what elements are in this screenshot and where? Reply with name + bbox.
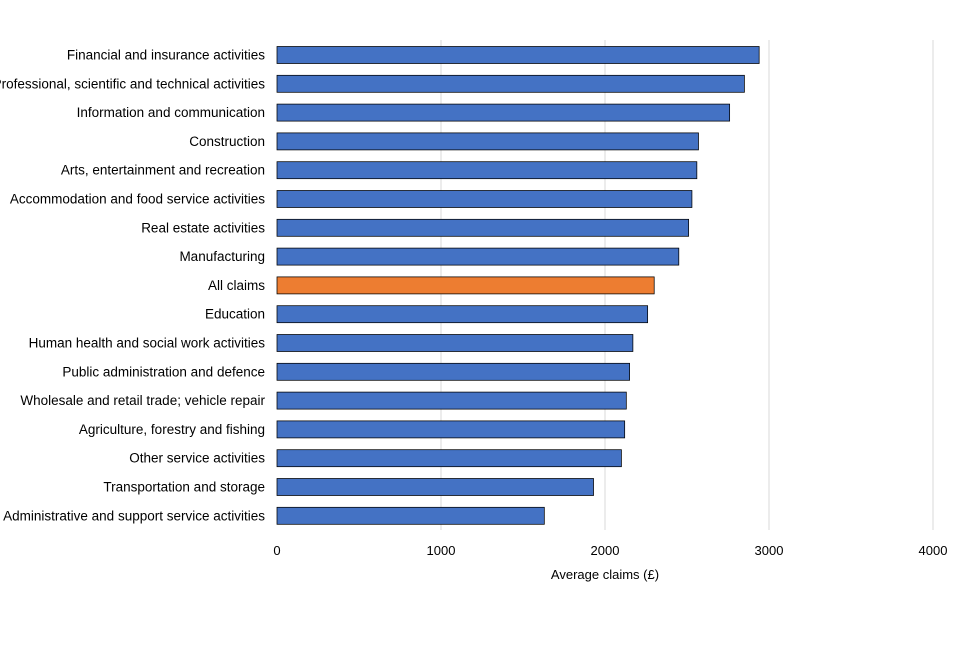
bar [276, 305, 649, 324]
x-tick-label: 4000 [919, 543, 948, 558]
bar [276, 161, 698, 180]
category-label: Professional, scientific and technical a… [0, 76, 265, 91]
category-label: Agriculture, forestry and fishing [79, 422, 265, 437]
bar [276, 334, 634, 352]
bar [276, 132, 699, 151]
category-label: All claims [208, 278, 265, 293]
bar [276, 420, 626, 439]
x-tick-label: 3000 [755, 543, 784, 558]
category-labels: Financial and insurance activities Profes… [0, 48, 265, 524]
x-tick-label: 1000 [427, 543, 456, 558]
category-label: Human health and social work activities [29, 336, 266, 351]
category-label: Other service activities [129, 451, 265, 466]
bar [276, 103, 731, 122]
category-label: Wholesale and retail trade; vehicle repa… [20, 393, 265, 408]
bar [276, 190, 693, 208]
category-label: Public administration and defence [62, 364, 265, 379]
x-tick-label: 2000 [591, 543, 620, 558]
category-label: Construction [189, 134, 265, 149]
bar [276, 449, 622, 468]
x-axis-ticks: 0 1000 2000 3000 4000 [273, 543, 947, 558]
category-label: Arts, entertainment and recreation [61, 163, 265, 178]
category-label: Real estate activities [141, 220, 265, 235]
bars [276, 46, 760, 525]
bar [276, 46, 760, 64]
bar [276, 478, 594, 496]
category-label: Administrative and support service activ… [3, 508, 265, 523]
bar [276, 391, 627, 410]
category-label: Education [205, 307, 265, 322]
category-label: Transportation and storage [103, 480, 265, 495]
bar [276, 74, 745, 93]
bar [276, 506, 545, 525]
x-tick-label: 0 [273, 543, 280, 558]
bar [276, 218, 690, 237]
category-label: Manufacturing [179, 249, 265, 264]
category-label: Accommodation and food service activitie… [10, 192, 265, 207]
bar [276, 247, 680, 266]
category-label: Information and communication [77, 105, 265, 120]
x-axis-title: Average claims (£) [551, 567, 659, 582]
bar-all-claims [276, 276, 655, 295]
category-label: Financial and insurance activities [67, 48, 265, 63]
bar [276, 362, 630, 381]
